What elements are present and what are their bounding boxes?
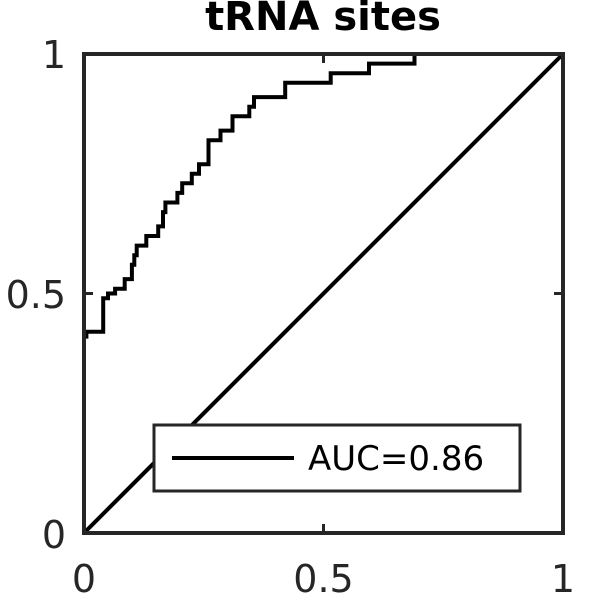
y-tick-label-1: 1 [42, 33, 66, 77]
axis-ticks [82, 52, 565, 535]
roc-curve [82, 52, 563, 342]
x-tick-label-0: 0 [72, 557, 96, 600]
roc-curve-path [82, 52, 563, 342]
chart-title: tRNA sites [205, 0, 441, 40]
x-tick-label-0.5: 0.5 [293, 557, 353, 600]
y-tick-label-0: 0 [42, 513, 66, 557]
legend: AUC=0.86 [152, 423, 522, 493]
x-tick-label-1: 1 [551, 557, 575, 600]
y-tick-label-0.5: 0.5 [6, 273, 66, 317]
legend-label: AUC=0.86 [308, 439, 484, 479]
